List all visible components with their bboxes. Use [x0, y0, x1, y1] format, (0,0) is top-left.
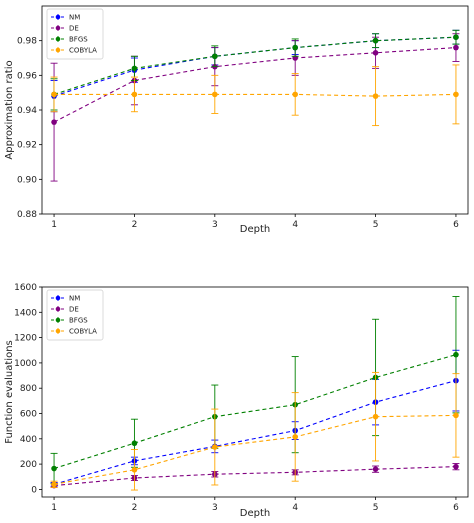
x-tick-label: 6: [453, 220, 459, 230]
legend-label: DE: [69, 306, 79, 314]
data-point: [372, 93, 379, 99]
series-line: [53, 47, 456, 123]
legend-swatch-marker: [55, 328, 61, 334]
x-tick-label: 4: [292, 220, 298, 230]
legend: NM DE BFGS COBYLA: [46, 8, 104, 60]
legend-box: [46, 289, 104, 341]
legend-swatch-marker: [55, 36, 61, 42]
series-line: [54, 466, 456, 487]
function-evaluations-panel: 1 2 3 4 5 6 0 200 400 600 800 1000 1200 1400 1600 Depth…: [4, 283, 469, 519]
series-de: [50, 33, 460, 182]
legend-swatch-marker: [55, 306, 61, 312]
data-point: [372, 50, 379, 56]
legend-label: BFGS: [69, 36, 88, 44]
y-tick-label: 0.96: [17, 71, 37, 81]
data-point: [131, 440, 138, 447]
data-point: [51, 465, 57, 472]
series-line: [54, 93, 456, 97]
y-tick-label: 0.98: [17, 37, 37, 47]
x-tick-label: 5: [373, 503, 379, 513]
x-tick-label: 3: [212, 503, 218, 513]
legend-label: NM: [69, 295, 80, 303]
y-tick-label: 800: [20, 384, 37, 394]
x-tick-label: 5: [373, 220, 379, 230]
series-line: [53, 354, 457, 470]
legend-swatch-marker: [55, 295, 61, 301]
data-point: [131, 65, 138, 72]
y-tick-label: 1200: [14, 334, 37, 344]
y-tick-label: 0: [31, 485, 37, 495]
series-cobyla: [50, 64, 460, 127]
y-tick-label: 0.92: [17, 141, 37, 151]
data-point: [292, 91, 298, 98]
series-nm: [50, 29, 460, 113]
y-tick-label: 1400: [14, 308, 37, 318]
legend-box: [46, 8, 104, 60]
x-axis-label: Depth: [240, 224, 270, 235]
data-point: [453, 463, 459, 470]
data-point: [372, 37, 379, 44]
legend: NM DE BFGS COBYLA: [46, 289, 104, 341]
data-point: [453, 44, 459, 51]
x-tick-label: 3: [212, 220, 218, 230]
data-point: [212, 53, 218, 60]
data-point: [51, 119, 57, 125]
x-axis-label: Depth: [240, 508, 270, 519]
legend-swatch-marker: [55, 25, 61, 31]
y-tick-label: 600: [20, 410, 37, 420]
y-tick-label: 0.88: [17, 210, 37, 220]
legend-swatch-marker: [55, 317, 61, 323]
y-axis-label: Approximation ratio: [4, 60, 15, 159]
series-line: [53, 36, 456, 95]
series-de: [50, 463, 460, 489]
data-point: [372, 466, 379, 472]
data-point: [131, 467, 138, 473]
series-bfgs: [50, 29, 460, 111]
data-point: [453, 34, 459, 40]
legend-label: NM: [69, 14, 80, 22]
x-tick-label: 2: [132, 503, 138, 513]
series-bfgs: [50, 296, 460, 485]
data-point: [292, 434, 298, 440]
legend-swatch-marker: [55, 14, 61, 20]
x-tick-label: 6: [453, 503, 459, 513]
y-tick-label: 1600: [14, 283, 37, 293]
x-tick-label: 1: [51, 220, 57, 230]
series-line: [53, 380, 457, 485]
data-point: [372, 413, 379, 420]
legend-swatch-marker: [55, 47, 61, 53]
x-tick-label: 2: [132, 220, 138, 230]
y-tick-label: 400: [20, 435, 37, 445]
data-point: [453, 412, 459, 419]
plot-frame: [41, 5, 469, 215]
data-point: [453, 351, 459, 358]
y-tick-label: 200: [20, 460, 37, 470]
plot-frame: [41, 286, 469, 498]
data-point: [292, 44, 298, 51]
series-line: [54, 414, 456, 485]
data-point: [51, 481, 57, 488]
data-point: [453, 91, 459, 98]
x-tick-label: 4: [292, 503, 298, 513]
data-point: [51, 91, 57, 98]
legend-label: COBYLA: [69, 47, 97, 55]
data-point: [131, 91, 138, 98]
legend-label: BFGS: [69, 317, 88, 325]
y-axis-label: Function evaluations: [4, 340, 15, 444]
legend-label: COBYLA: [69, 328, 97, 336]
y-tick-label: 0.94: [17, 106, 37, 116]
data-point: [212, 91, 218, 98]
data-point: [212, 444, 218, 450]
y-tick-label: 1000: [14, 359, 37, 369]
approximation-ratio-panel: 1 2 3 4 5 6 0.88 0.90 0.92 0.94 0.96 0.98 Depth Appro…: [4, 5, 469, 235]
x-tick-label: 1: [51, 503, 57, 513]
series-cobyla: [50, 371, 460, 491]
legend-label: DE: [69, 25, 79, 33]
series-line: [53, 36, 456, 97]
y-tick-label: 0.90: [17, 175, 37, 185]
